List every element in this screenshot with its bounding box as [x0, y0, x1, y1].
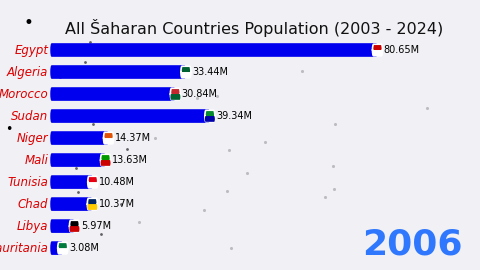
Text: Chad: Chad — [18, 198, 48, 211]
Text: 2006: 2006 — [362, 227, 463, 261]
FancyBboxPatch shape — [205, 110, 215, 122]
Point — [72, 166, 80, 170]
FancyBboxPatch shape — [50, 197, 92, 211]
Text: 13.63M: 13.63M — [112, 155, 148, 165]
Point — [56, 75, 64, 79]
Text: 33.44M: 33.44M — [192, 67, 228, 77]
FancyBboxPatch shape — [50, 43, 377, 57]
Text: Mauritania: Mauritania — [0, 242, 48, 255]
Point — [86, 40, 94, 44]
Text: Sudan: Sudan — [11, 110, 48, 123]
Point — [329, 164, 337, 168]
Point — [81, 60, 89, 65]
Text: 30.84M: 30.84M — [182, 89, 218, 99]
Point — [193, 96, 201, 100]
Text: Morocco: Morocco — [0, 87, 48, 100]
FancyBboxPatch shape — [100, 160, 110, 166]
Point — [135, 220, 143, 224]
Text: 80.65M: 80.65M — [384, 45, 420, 55]
FancyBboxPatch shape — [50, 175, 93, 189]
Text: •: • — [24, 14, 34, 32]
Text: 10.37M: 10.37M — [99, 199, 135, 209]
Text: 14.37M: 14.37M — [115, 133, 151, 143]
FancyBboxPatch shape — [87, 204, 97, 210]
Point — [223, 189, 231, 193]
Point — [117, 202, 125, 206]
Text: All Šaharan Countries Population (2003 - 2024): All Šaharan Countries Population (2003 -… — [65, 19, 444, 37]
Text: Tunisia: Tunisia — [8, 176, 48, 188]
FancyBboxPatch shape — [104, 138, 114, 144]
FancyBboxPatch shape — [70, 220, 80, 232]
Point — [96, 137, 103, 141]
Point — [228, 246, 235, 250]
Text: 3.08M: 3.08M — [69, 243, 99, 253]
FancyBboxPatch shape — [50, 65, 186, 79]
Text: 10.48M: 10.48M — [99, 177, 135, 187]
FancyBboxPatch shape — [50, 87, 175, 101]
Text: •: • — [5, 123, 12, 136]
Point — [175, 117, 183, 122]
Point — [89, 122, 96, 126]
Point — [225, 148, 232, 153]
Point — [97, 231, 105, 236]
FancyBboxPatch shape — [87, 198, 97, 210]
Text: Libya: Libya — [17, 220, 48, 232]
Point — [423, 105, 431, 110]
Point — [102, 162, 110, 166]
FancyBboxPatch shape — [50, 109, 210, 123]
FancyBboxPatch shape — [50, 241, 63, 255]
Point — [243, 171, 251, 176]
FancyBboxPatch shape — [58, 248, 68, 254]
FancyBboxPatch shape — [70, 226, 80, 232]
FancyBboxPatch shape — [88, 176, 98, 188]
Text: Niger: Niger — [17, 131, 48, 144]
Point — [213, 93, 221, 98]
Point — [331, 122, 338, 126]
FancyBboxPatch shape — [372, 50, 383, 56]
FancyBboxPatch shape — [50, 219, 74, 233]
Point — [261, 140, 269, 144]
FancyBboxPatch shape — [58, 242, 68, 254]
Point — [200, 208, 207, 212]
FancyBboxPatch shape — [181, 72, 191, 78]
Text: Egypt: Egypt — [14, 43, 48, 56]
FancyBboxPatch shape — [88, 182, 98, 188]
Point — [299, 68, 306, 73]
FancyBboxPatch shape — [50, 153, 106, 167]
FancyBboxPatch shape — [170, 88, 180, 100]
FancyBboxPatch shape — [104, 132, 114, 144]
Text: Algeria: Algeria — [7, 66, 48, 79]
FancyBboxPatch shape — [181, 66, 191, 78]
Point — [74, 190, 82, 194]
FancyBboxPatch shape — [50, 131, 108, 145]
FancyBboxPatch shape — [100, 154, 110, 166]
Point — [151, 135, 159, 140]
Point — [330, 187, 338, 191]
FancyBboxPatch shape — [205, 116, 215, 122]
FancyBboxPatch shape — [372, 44, 383, 56]
Text: 5.97M: 5.97M — [81, 221, 111, 231]
Text: 39.34M: 39.34M — [216, 111, 252, 121]
FancyBboxPatch shape — [170, 94, 180, 100]
Point — [124, 147, 132, 151]
Point — [321, 195, 328, 199]
Text: Mali: Mali — [24, 154, 48, 167]
